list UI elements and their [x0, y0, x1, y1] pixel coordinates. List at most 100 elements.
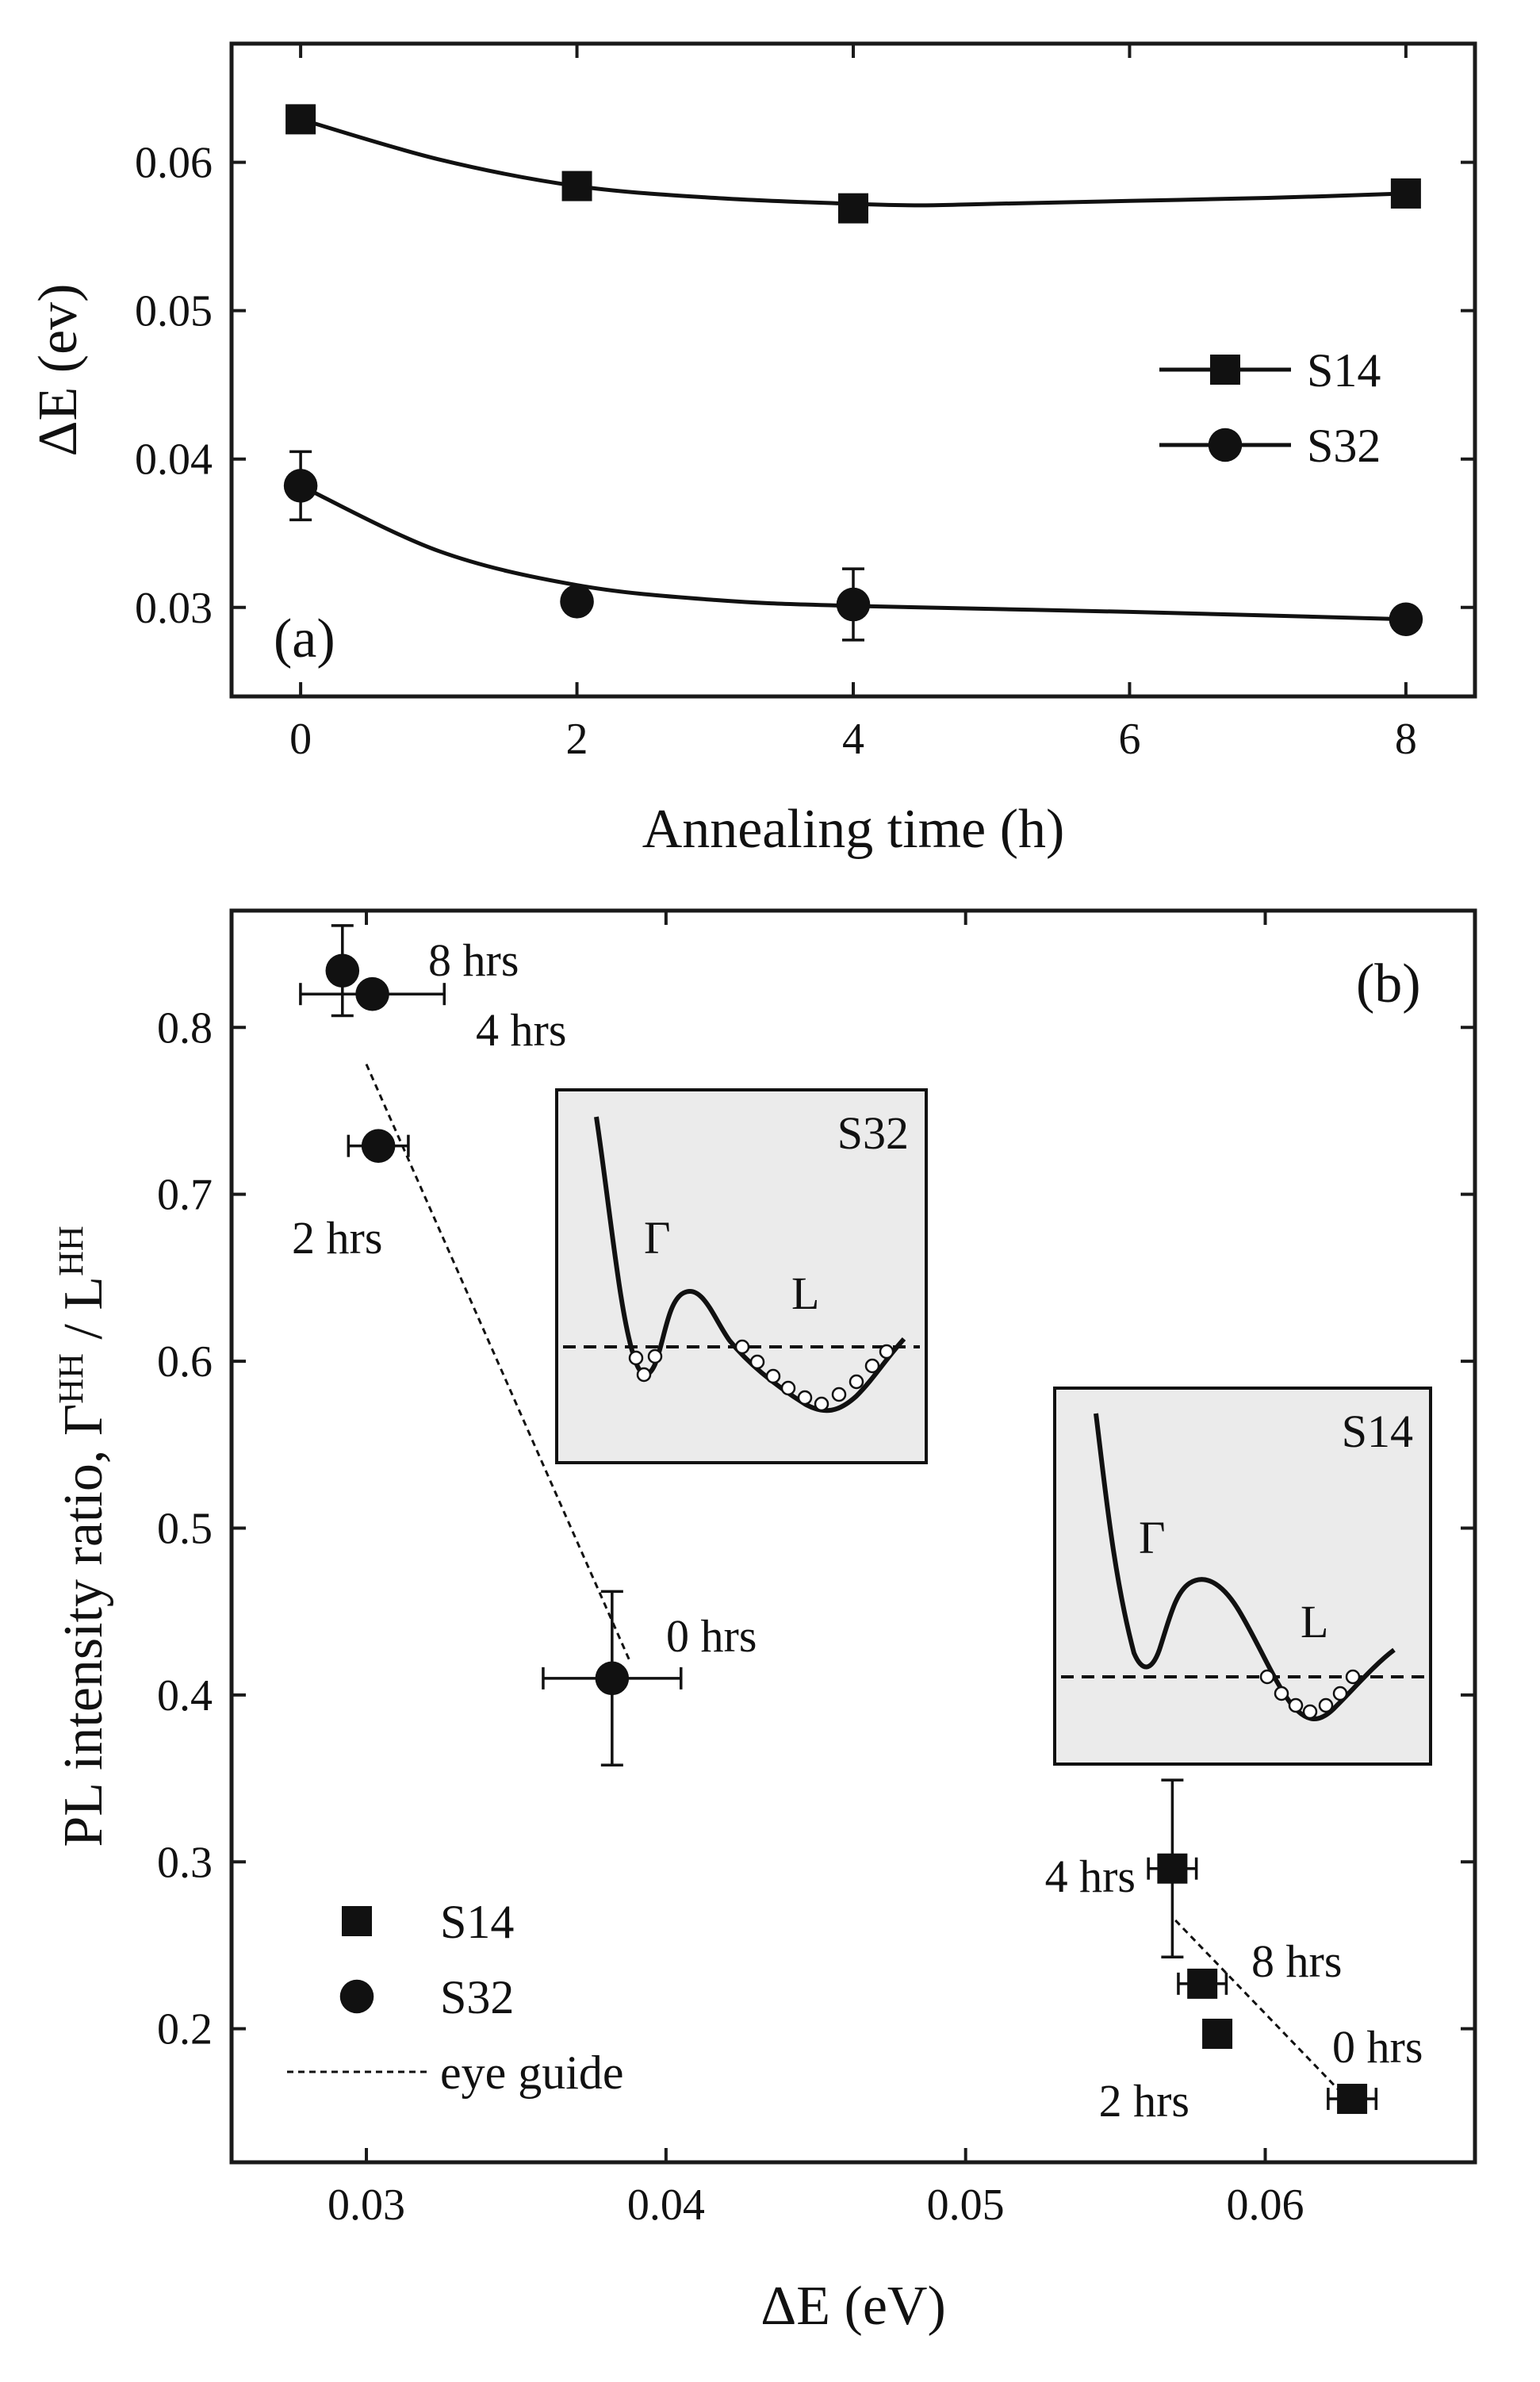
x-tick-label: 0.05: [927, 2181, 1005, 2230]
carrier-dot: [628, 1350, 644, 1366]
gamma-valley-label: Γ: [1139, 1512, 1166, 1563]
y-axis-label-part: / L: [53, 1276, 114, 1353]
carrier-dot: [1274, 1686, 1289, 1701]
point-label: 0 hrs: [666, 1610, 757, 1662]
s14-point: [1187, 1968, 1218, 1999]
y-tick-label: 0.2: [157, 2005, 213, 2054]
carrier-dot: [734, 1339, 750, 1355]
carrier-dot: [849, 1374, 864, 1390]
carrier-dot: [1302, 1704, 1318, 1720]
s32-point: [361, 1129, 396, 1163]
s14-point: [285, 104, 316, 135]
legend-label-s32: S32: [440, 1971, 514, 2023]
inset-title: S14: [1342, 1406, 1413, 1457]
point-label: 0 hrs: [1332, 2021, 1423, 2073]
fit-curve-s14: [300, 117, 1406, 208]
carrier-dot: [1345, 1669, 1361, 1685]
s32-point: [560, 585, 594, 619]
point-label: 4 hrs: [476, 1004, 566, 1056]
y-axis-label: PL intensity ratio, ΓHH / LHH: [52, 1226, 114, 1847]
y-tick-label: 0.06: [135, 139, 213, 188]
x-tick-label: 0.04: [627, 2181, 705, 2230]
point-label: 8 hrs: [1251, 1935, 1342, 1987]
s32-point: [836, 587, 871, 622]
x-tick-label: 4: [842, 715, 864, 764]
panel-a: 0 2 4 6 8 0.03 0.04 0.05 0.06 Annealing time (h) Δ…: [28, 41, 1477, 860]
s32-point: [325, 953, 360, 988]
x-tick-label: 8: [1395, 715, 1417, 764]
point-label: 4 hrs: [1045, 1851, 1136, 1902]
s14-point: [1390, 178, 1421, 209]
y-axis-label-superscript: HH: [52, 1226, 90, 1276]
y-tick-label: 0.3: [157, 1838, 213, 1887]
carrier-dot: [797, 1390, 813, 1406]
y-tick-label: 0.03: [135, 584, 213, 633]
carrier-dot: [1318, 1697, 1334, 1713]
band-profile-curve: [594, 1116, 906, 1413]
x-tick-label: 2: [566, 715, 588, 764]
legend-label-eye-guide: eye guide: [440, 2046, 624, 2099]
carrier-dot: [647, 1348, 663, 1364]
inset-title: S32: [837, 1107, 909, 1159]
legend-label-s14: S14: [440, 1896, 514, 1948]
s32-point: [283, 469, 318, 503]
x-tick-label: 6: [1118, 715, 1140, 764]
carrier-dot: [765, 1368, 781, 1384]
point-label: 8 hrs: [428, 934, 519, 986]
plot-frame: [229, 908, 1477, 2165]
x-tick-label: 0: [289, 715, 312, 764]
s32-point: [1389, 602, 1423, 637]
point-label: 2 hrs: [1099, 2075, 1189, 2127]
s32-point: [355, 976, 389, 1011]
panel-b: 0.03 0.04 0.05 0.06 0.2 0.3 0.4 0.5 0.6 0.7 0.8 ΔE …: [52, 908, 1477, 2337]
y-axis-label: ΔE (ev): [28, 284, 89, 457]
eye-guide-line: [1174, 1919, 1354, 2105]
y-axis-label-superscript: HH: [52, 1353, 90, 1404]
s14-point: [1157, 1853, 1188, 1884]
x-tick-label: 0.03: [328, 2181, 405, 2230]
legend-label-s14: S14: [1307, 344, 1381, 397]
carrier-dot: [1259, 1669, 1275, 1685]
y-tick-label: 0.04: [135, 435, 213, 485]
carrier-dot: [780, 1380, 796, 1396]
s14-point: [1202, 2018, 1233, 2049]
y-tick-label: 0.7: [157, 1171, 213, 1220]
carrier-dot: [749, 1354, 765, 1370]
carrier-dot: [1332, 1686, 1348, 1701]
s14-point: [1337, 2084, 1368, 2115]
legend-marker-s32: [1208, 428, 1243, 462]
fit-curve-s32: [300, 484, 1406, 622]
inset-s32: S32 Γ L: [555, 1088, 928, 1464]
legend-marker-s14: [342, 1906, 372, 1936]
legend-label-s32: S32: [1307, 420, 1381, 472]
s14-point: [838, 193, 868, 224]
y-tick-label: 0.05: [135, 287, 213, 336]
y-tick-label: 0.6: [157, 1337, 213, 1387]
x-tick-label: 0.06: [1227, 2181, 1304, 2230]
inset-s14: S14 Γ L: [1053, 1387, 1432, 1766]
y-tick-label: 0.4: [157, 1671, 213, 1720]
x-axis-label: Annealing time (h): [642, 799, 1065, 860]
y-axis-label-part: PL intensity ratio, Γ: [53, 1404, 114, 1847]
l-valley-label: L: [791, 1268, 819, 1319]
y-tick-label: 0.5: [157, 1504, 213, 1553]
l-valley-label: L: [1301, 1596, 1328, 1647]
s32-point: [595, 1661, 630, 1696]
carrier-dot: [831, 1387, 847, 1402]
panel-label: (b): [1356, 953, 1421, 1015]
eye-guide-line: [365, 1063, 631, 1663]
x-axis-label: ΔE (eV): [760, 2276, 946, 2337]
point-label: 2 hrs: [292, 1212, 382, 1264]
band-profile-curve: [1094, 1413, 1396, 1721]
legend-marker-s32: [339, 1979, 374, 2014]
gamma-valley-label: Γ: [644, 1212, 671, 1264]
carrier-dot: [814, 1396, 829, 1412]
carrier-dot: [636, 1367, 652, 1383]
legend-marker-s14: [1210, 355, 1240, 385]
y-tick-label: 0.8: [157, 1003, 213, 1053]
carrier-dot: [864, 1358, 880, 1374]
carrier-dot: [879, 1344, 895, 1360]
s14-point: [561, 171, 592, 201]
